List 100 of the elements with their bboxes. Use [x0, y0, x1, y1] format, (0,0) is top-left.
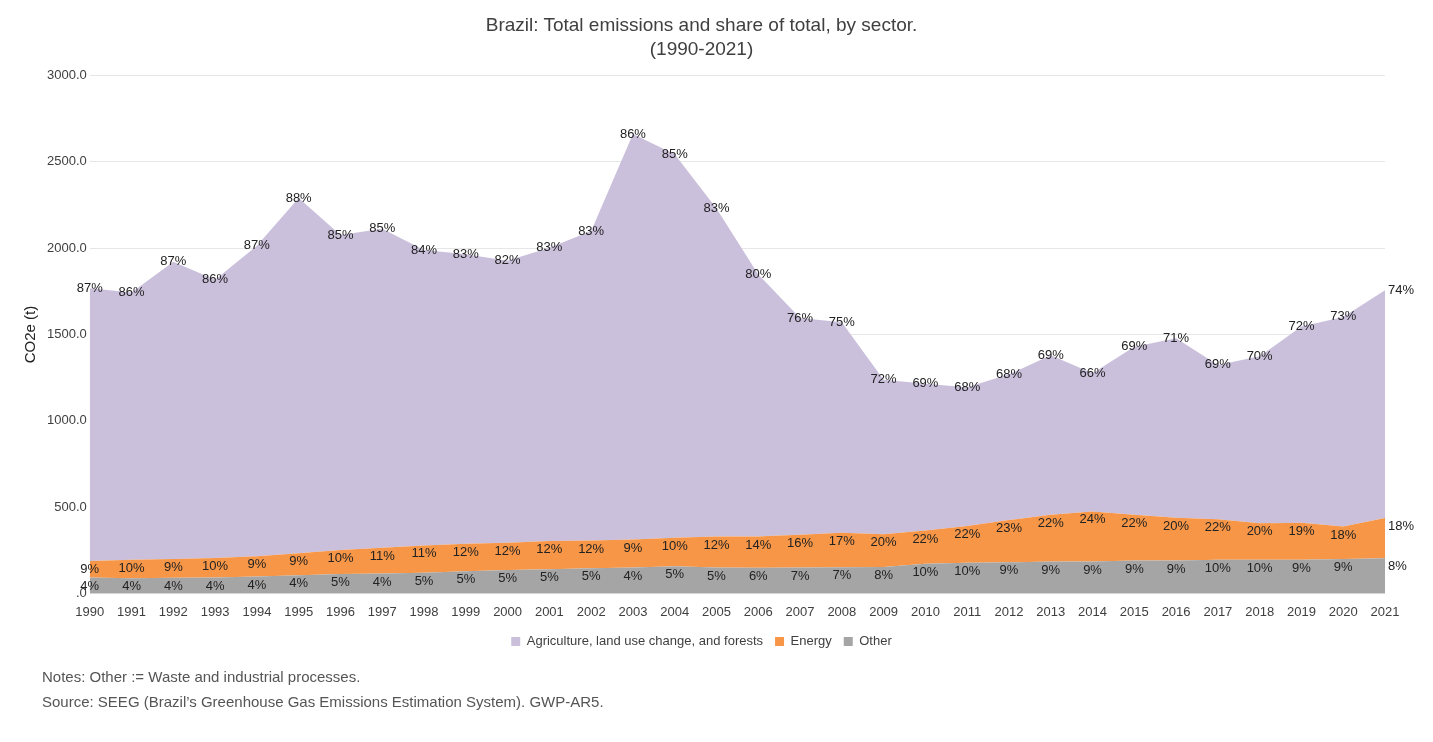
- annotation: 4%: [247, 576, 267, 592]
- annotation: 9%: [163, 558, 184, 574]
- annotation: 72%: [870, 371, 898, 387]
- x-tick-label: 1992: [158, 603, 188, 619]
- annotation: 20%: [1246, 523, 1274, 539]
- annotation: 4%: [623, 567, 643, 583]
- chart-subtitle: (1990-2021): [649, 38, 754, 60]
- annotation: 14%: [745, 536, 772, 552]
- x-tick-label: 1998: [409, 603, 439, 619]
- annotation: 24%: [1079, 511, 1106, 527]
- annotation: 16%: [787, 534, 814, 550]
- annotation: 69%: [912, 375, 939, 391]
- x-tick-label: 1997: [367, 603, 397, 619]
- annotation: 66%: [1079, 364, 1106, 380]
- text: Notes: Other := Waste and industrial processes.: [42, 667, 362, 687]
- annotation: 5%: [498, 570, 518, 586]
- annotation: 5%: [414, 572, 434, 588]
- annotation: 10%: [1204, 559, 1232, 575]
- annotation: 20%: [1163, 517, 1190, 533]
- annotation: 5%: [707, 567, 727, 583]
- annotation: 22%: [1204, 519, 1232, 535]
- annotation: 85%: [327, 226, 354, 242]
- source-note: Source: SEEG (Brazil’s Greenhouse Gas Emissions Estimation System). GWP-AR5.: [42, 692, 605, 712]
- x-tick-label: 2001: [534, 603, 564, 619]
- annotation: 10%: [327, 549, 354, 565]
- annotation: 72%: [1288, 318, 1315, 334]
- annotation: 82%: [494, 252, 522, 268]
- annotation: 5%: [456, 571, 476, 587]
- annotation: 12%: [494, 542, 522, 558]
- x-tick-label: 2015: [1119, 603, 1149, 619]
- annotation: 10%: [1246, 559, 1274, 575]
- annotation: 12%: [703, 536, 730, 552]
- annotation: 4%: [122, 578, 142, 594]
- annotation: 22%: [954, 526, 981, 542]
- annotation: 11%: [411, 545, 437, 561]
- annotation: 10%: [661, 537, 689, 553]
- x-tick-label: 1993: [200, 603, 230, 619]
- annotation: 10%: [202, 558, 229, 574]
- annotation: 4%: [163, 577, 184, 593]
- annotation: 23%: [995, 520, 1023, 536]
- annotation: 7%: [832, 567, 852, 583]
- legend-label: Energy: [790, 633, 833, 649]
- annotation: 87%: [160, 253, 187, 269]
- x-tick-label: 2005: [702, 603, 731, 619]
- y-tick-label: 2500.0: [47, 153, 87, 169]
- annotation: 85%: [369, 220, 396, 236]
- x-tick-label: 2020: [1328, 603, 1358, 619]
- annotation: 87%: [76, 279, 104, 295]
- annotation: 5%: [665, 566, 685, 582]
- legend-label: Agriculture, land use change, and forests: [526, 633, 764, 649]
- annotation: 22%: [1121, 514, 1148, 530]
- annotation: 69%: [1204, 356, 1232, 372]
- x-tick-label: 1995: [284, 603, 314, 619]
- annotation: 68%: [995, 365, 1023, 381]
- x-tick-label: 2003: [618, 603, 648, 619]
- legend-label: Other: [859, 633, 893, 649]
- x-tick-label: 2010: [910, 603, 940, 619]
- x-tick-label: 2019: [1286, 603, 1316, 619]
- annotation: 83%: [452, 245, 480, 261]
- y-tick-label: 1000.0: [47, 412, 87, 428]
- annotation: 5%: [539, 569, 560, 585]
- annotation: 10%: [912, 563, 939, 579]
- annotation: 69%: [1121, 338, 1148, 354]
- annotation: 70%: [1246, 347, 1274, 363]
- annotation: 83%: [578, 222, 605, 238]
- x-tick-label: 2002: [576, 603, 606, 619]
- x-tick-label: 2013: [1036, 603, 1066, 619]
- x-tick-label: 2004: [660, 603, 690, 619]
- annotation: 8%: [874, 567, 894, 583]
- x-tick-label: 2011: [953, 603, 982, 619]
- x-tick-label: 2006: [743, 603, 773, 619]
- annotation: 9%: [623, 539, 643, 555]
- y-tick-label: 500.0: [54, 498, 87, 514]
- annotation: 75%: [828, 313, 856, 329]
- annotation: 76%: [787, 309, 814, 325]
- annotation: 17%: [828, 532, 856, 548]
- annotation: 9%: [1041, 561, 1061, 577]
- annotation: 4%: [205, 577, 225, 593]
- chart-title: Brazil: Total emissions and share of total, by sector.: [485, 13, 918, 35]
- y-tick-label: 3000.0: [47, 67, 87, 83]
- annotation: 10%: [118, 559, 145, 575]
- annotation: 71%: [1163, 329, 1190, 345]
- x-tick-label: 1990: [75, 603, 105, 619]
- annotation: 20%: [870, 534, 898, 550]
- annotation: 87%: [243, 237, 271, 253]
- annotation: 9%: [247, 556, 267, 572]
- annotation: 86%: [118, 284, 145, 300]
- annotation: 9%: [1166, 560, 1186, 576]
- annotation: 85%: [661, 145, 689, 161]
- x-tick-label: 1991: [117, 603, 146, 619]
- annotation: 68%: [954, 378, 981, 394]
- annotation: 9%: [1083, 561, 1103, 577]
- x-tick-label: 2009: [869, 603, 899, 619]
- x-tick-label: 2021: [1370, 603, 1400, 619]
- x-tick-label: 2016: [1161, 603, 1191, 619]
- annotation: 19%: [1288, 522, 1315, 538]
- y-axis-title: CO2e (t): [21, 305, 39, 364]
- annotation: 7%: [790, 567, 810, 583]
- x-tick-label: 2018: [1245, 603, 1275, 619]
- annotation: 4%: [372, 573, 393, 589]
